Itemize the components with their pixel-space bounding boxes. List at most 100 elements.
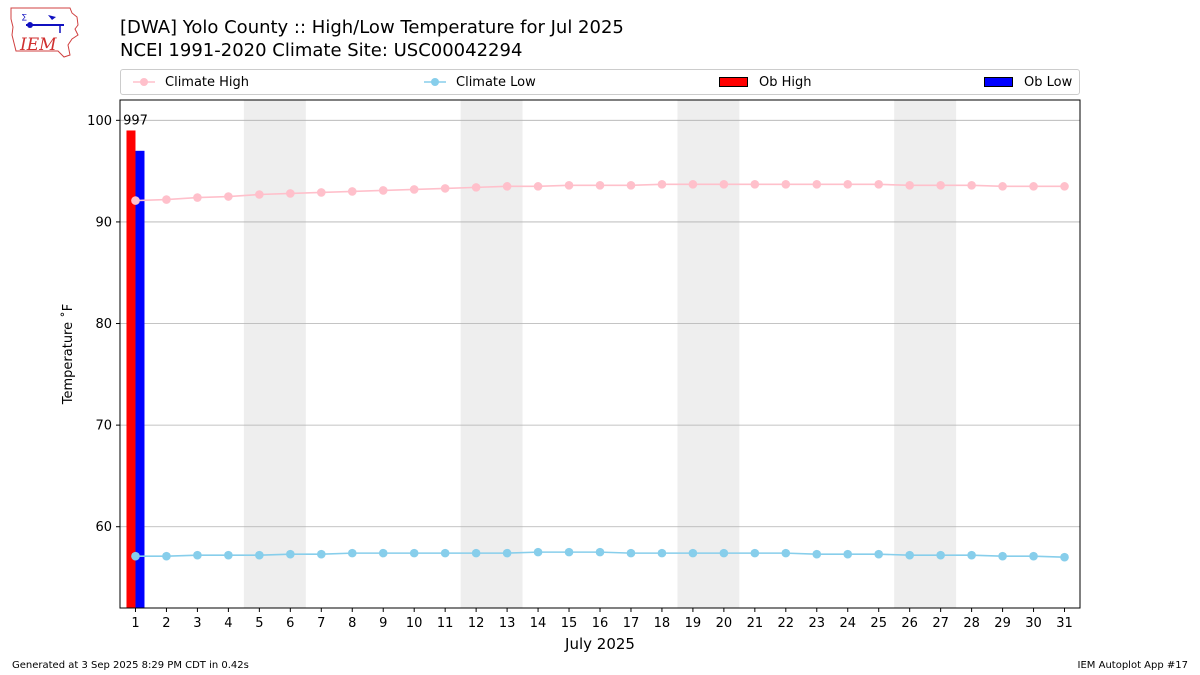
x-tick-label: 14 <box>530 616 547 631</box>
climate-high-point <box>1060 182 1069 191</box>
bar-value-label: 997 <box>123 113 148 128</box>
climate-high-point <box>750 180 760 189</box>
climate-high-point <box>781 180 791 189</box>
chart-subtitle: NCEI 1991-2020 Climate Site: USC00042294 <box>120 40 523 61</box>
climate-high-point <box>378 186 388 195</box>
climate-low-point <box>471 548 481 558</box>
weekend-band <box>894 100 957 608</box>
x-tick-label: 5 <box>255 616 263 631</box>
climate-low-point <box>626 548 636 558</box>
x-tick-label: 31 <box>1056 616 1073 631</box>
climate-high-point <box>255 190 264 199</box>
climate-high-point <box>224 192 233 201</box>
x-tick-label: 12 <box>468 616 485 631</box>
legend-item-climate-low: Climate Low <box>424 74 536 90</box>
climate-low-point <box>347 548 357 558</box>
climate-high-point <box>843 180 853 189</box>
x-tick-label: 4 <box>224 616 232 631</box>
chart-legend: Climate High Climate Low Ob High Ob Low <box>120 69 1080 95</box>
weekend-band <box>243 100 306 608</box>
climate-high-point <box>595 181 605 190</box>
generated-timestamp: Generated at 3 Sep 2025 8:29 PM CDT in 0… <box>12 660 249 671</box>
climate-high-point <box>533 182 543 191</box>
y-tick-label: 100 <box>87 114 112 129</box>
climate-low-point <box>564 547 574 557</box>
weekend-band <box>460 100 523 608</box>
climate-high-point <box>1029 182 1038 191</box>
y-tick-label: 90 <box>95 215 112 230</box>
climate-high-point <box>874 180 884 189</box>
climate-high-point <box>936 181 945 190</box>
x-tick-label: 17 <box>623 616 640 631</box>
climate-low-point <box>286 549 295 559</box>
climate-high-point <box>440 184 450 193</box>
x-tick-label: 28 <box>963 616 980 631</box>
climate-high-point <box>688 180 698 189</box>
climate-low-point <box>162 551 171 561</box>
x-tick-label: 25 <box>870 616 887 631</box>
climate-high-point <box>905 181 914 190</box>
legend-swatch-ob-high <box>719 77 748 87</box>
climate-high-point <box>347 187 357 196</box>
x-tick-label: 24 <box>839 616 856 631</box>
legend-item-ob-high: Ob High <box>719 74 812 90</box>
climate-low-point <box>874 549 884 559</box>
legend-label-ob-high: Ob High <box>759 74 812 90</box>
climate-low-point <box>905 550 914 560</box>
x-tick-label: 3 <box>193 616 201 631</box>
x-tick-label: 18 <box>654 616 671 631</box>
climate-high-point <box>626 181 636 190</box>
legend-swatch-climate-high <box>133 78 155 86</box>
climate-low-point <box>378 548 388 558</box>
climate-high-point <box>193 193 202 202</box>
climate-low-point <box>781 548 791 558</box>
app-credit: IEM Autoplot App #17 <box>1077 660 1188 671</box>
climate-low-point <box>750 548 760 558</box>
climate-low-point <box>998 551 1007 561</box>
x-tick-label: 13 <box>499 616 516 631</box>
x-tick-label: 30 <box>1025 616 1042 631</box>
climate-low-point <box>409 548 419 558</box>
chart-title: [DWA] Yolo County :: High/Low Temperatur… <box>120 17 624 38</box>
climate-low-point <box>533 547 543 557</box>
climate-low-point <box>812 549 822 559</box>
x-tick-label: 15 <box>561 616 578 631</box>
x-tick-label: 21 <box>747 616 764 631</box>
x-tick-label: 7 <box>317 616 325 631</box>
climate-low-point <box>936 550 945 560</box>
climate-low-point <box>719 548 729 558</box>
legend-label-climate-high: Climate High <box>165 74 250 90</box>
climate-low-point <box>224 550 233 560</box>
x-tick-label: 27 <box>932 616 949 631</box>
logo-text: IEM <box>19 35 57 55</box>
legend-label-ob-low: Ob Low <box>1024 74 1073 90</box>
x-tick-label: 8 <box>348 616 356 631</box>
y-axis-label: Temperature ˚F <box>60 304 76 405</box>
climate-low-point <box>595 547 605 557</box>
climate-low-point <box>255 550 264 560</box>
climate-low-point <box>657 548 667 558</box>
x-tick-label: 9 <box>379 616 387 631</box>
legend-swatch-climate-low <box>424 78 446 86</box>
ob-low-bar <box>135 150 145 609</box>
climate-low-point <box>843 549 853 559</box>
climate-low-point <box>1029 551 1038 561</box>
x-tick-label: 16 <box>592 616 609 631</box>
y-tick-label: 80 <box>95 317 112 332</box>
x-tick-label: 19 <box>685 616 702 631</box>
ob-high-bar <box>126 130 136 609</box>
x-tick-label: 20 <box>716 616 733 631</box>
weekend-band <box>677 100 740 608</box>
climate-low-point <box>193 550 202 560</box>
climate-high-point <box>316 188 326 197</box>
climate-low-point <box>1060 552 1069 562</box>
climate-low-point <box>967 550 976 560</box>
climate-high-point <box>502 182 512 191</box>
x-tick-label: 29 <box>994 616 1011 631</box>
climate-low-point <box>502 548 512 558</box>
climate-high-point <box>409 185 419 194</box>
svg-text:∑: ∑ <box>22 13 27 21</box>
legend-swatch-ob-low <box>984 77 1013 87</box>
x-axis-label: July 2025 <box>564 635 635 653</box>
climate-high-point <box>719 180 729 189</box>
